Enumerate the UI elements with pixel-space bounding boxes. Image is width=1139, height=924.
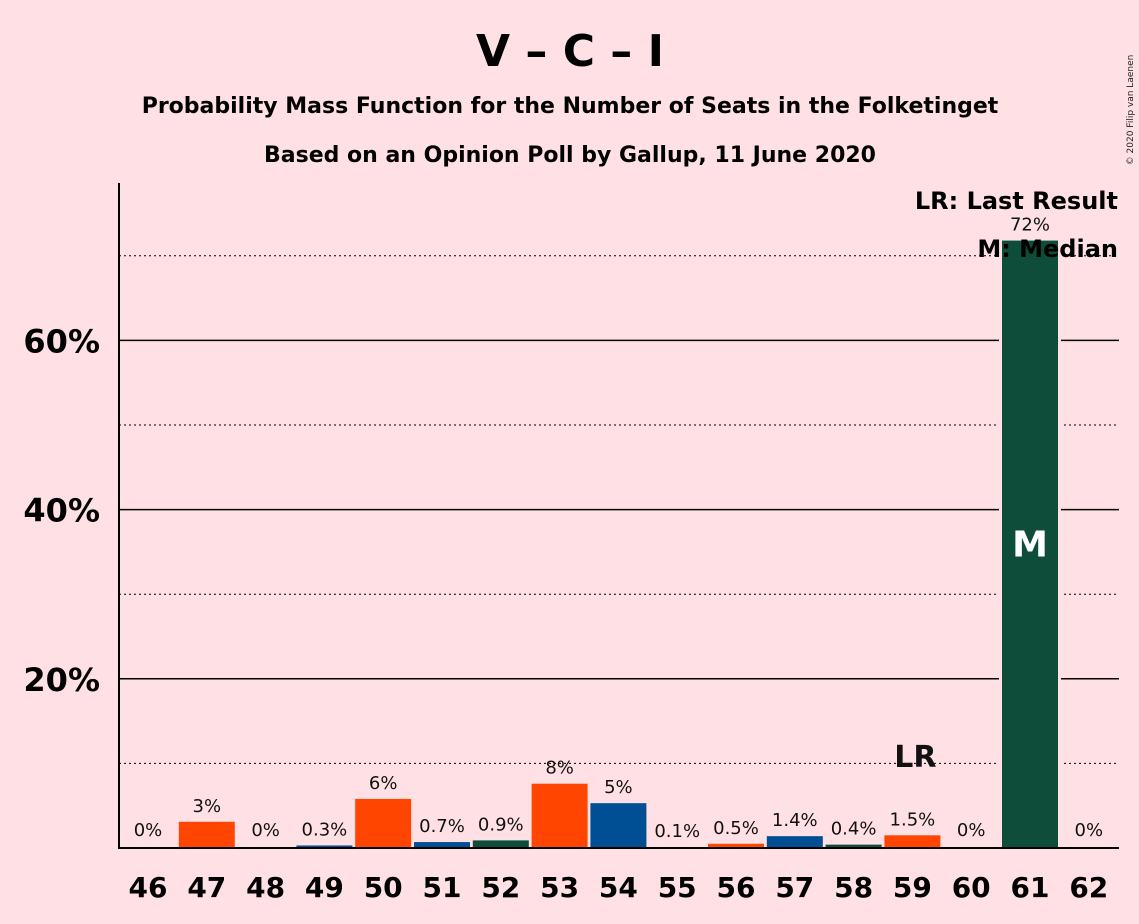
x-tick-label: 59	[893, 871, 932, 904]
x-tick-label: 55	[658, 871, 697, 904]
copyright-text: © 2020 Filip van Laenen	[1126, 55, 1136, 166]
bar-49	[296, 845, 353, 848]
data-label-57: 1.4%	[772, 810, 818, 831]
data-label-48: 0%	[251, 820, 280, 841]
y-tick-label: 40%	[23, 492, 100, 530]
bar-52	[472, 840, 529, 848]
bar-47	[178, 821, 235, 848]
bar-51	[414, 842, 470, 848]
data-label-60: 0%	[957, 820, 986, 841]
x-tick-label: 49	[305, 871, 344, 904]
bar-59	[884, 835, 941, 848]
data-label-54: 5%	[604, 777, 633, 798]
x-tick-label: 58	[834, 871, 873, 904]
x-tick-label: 51	[423, 871, 462, 904]
bar-58	[825, 844, 882, 848]
chart-subtitle-line2: Based on an Opinion Poll by Gallup, 11 J…	[264, 143, 876, 168]
x-tick-label: 61	[1011, 871, 1050, 904]
data-label-49: 0.3%	[302, 819, 348, 840]
labels: 20% 40% 60% 0% 46 3% 47 0% 48 0.3% 49 6% 50 0.7% 51 0.9…	[23, 215, 1108, 904]
x-tick-label: 47	[187, 871, 226, 904]
legend-last-result: LR: Last Result	[915, 187, 1118, 215]
x-tick-label: 60	[952, 871, 991, 904]
gridlines	[119, 255, 1119, 764]
bar-57	[766, 836, 823, 848]
bars	[178, 183, 1061, 848]
data-label-50: 6%	[369, 773, 398, 794]
bar-50	[355, 798, 412, 848]
data-label-46: 0%	[134, 820, 163, 841]
legend-median: M: Median	[977, 235, 1118, 263]
chart-subtitle-line1: Probability Mass Function for the Number…	[142, 94, 999, 119]
bar-61	[1002, 240, 1058, 848]
data-label-59: 1.5%	[890, 809, 936, 830]
data-label-58: 0.4%	[831, 819, 877, 840]
x-tick-label: 50	[364, 871, 403, 904]
x-tick-label: 48	[246, 871, 285, 904]
bar-53	[531, 783, 588, 848]
data-label-51: 0.7%	[419, 816, 465, 837]
x-tick-label: 57	[775, 871, 814, 904]
last-result-marker: LR	[894, 740, 936, 775]
x-tick-label: 53	[540, 871, 579, 904]
x-tick-label: 54	[599, 871, 638, 904]
bar-54	[590, 803, 647, 848]
data-label-47: 3%	[193, 796, 222, 817]
bar-56	[708, 843, 764, 848]
x-tick-label: 56	[717, 871, 756, 904]
data-label-61: 72%	[1010, 215, 1050, 236]
y-tick-label: 20%	[23, 661, 100, 699]
x-tick-label: 46	[129, 871, 168, 904]
chart-title: V – C – I	[476, 26, 664, 77]
data-label-55: 0.1%	[654, 821, 700, 842]
axes	[118, 183, 1119, 849]
x-tick-label: 52	[481, 871, 520, 904]
data-label-52: 0.9%	[478, 814, 524, 835]
y-tick-label: 60%	[23, 322, 100, 360]
data-label-56: 0.5%	[713, 818, 759, 839]
median-marker: M	[1012, 524, 1048, 565]
data-label-62: 0%	[1075, 820, 1104, 841]
data-label-53: 8%	[545, 758, 574, 779]
x-tick-label: 62	[1069, 871, 1108, 904]
